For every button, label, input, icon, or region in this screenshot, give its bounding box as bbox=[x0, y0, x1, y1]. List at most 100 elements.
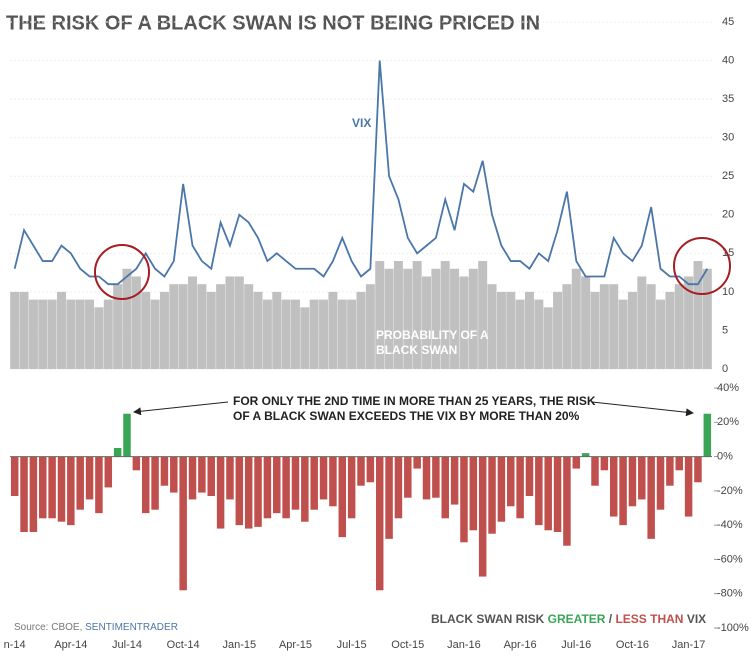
prob-bar bbox=[637, 276, 647, 369]
diff-bar bbox=[95, 456, 103, 514]
prob-bar bbox=[169, 284, 179, 369]
prob-bar bbox=[524, 291, 534, 369]
diff-bar bbox=[235, 456, 244, 526]
prob-bar bbox=[403, 268, 413, 369]
diff-bar bbox=[656, 456, 665, 510]
series-label: PROBABILITY OF A BLACK SWAN bbox=[376, 328, 489, 357]
diff-bar bbox=[57, 456, 66, 522]
diff-bar bbox=[123, 413, 131, 457]
diff-bar bbox=[478, 456, 487, 577]
diff-bar bbox=[179, 456, 187, 591]
arrow bbox=[591, 401, 694, 417]
diff-bar bbox=[535, 456, 543, 526]
diff-bar bbox=[525, 456, 534, 496]
y2-tick-label: 0% bbox=[717, 450, 733, 462]
prob-bar bbox=[347, 299, 357, 369]
prob-bar bbox=[581, 276, 591, 369]
prob-bar bbox=[478, 261, 488, 369]
prob-bar bbox=[188, 276, 198, 369]
prob-bar bbox=[684, 276, 694, 369]
prob-bar bbox=[319, 299, 329, 369]
diff-bar bbox=[694, 456, 702, 483]
vix-line bbox=[13, 60, 709, 286]
prob-bar bbox=[384, 268, 394, 369]
legend-text: VIX bbox=[683, 612, 706, 626]
diff-bar bbox=[48, 456, 56, 519]
x-tick-label: Jan-17 bbox=[672, 639, 706, 651]
diff-bar bbox=[572, 456, 581, 469]
diff-bar bbox=[413, 456, 421, 469]
x-tick-label: Apr-15 bbox=[279, 639, 312, 651]
diff-bar bbox=[338, 456, 347, 538]
diff-bar bbox=[628, 456, 637, 507]
diff-bar bbox=[310, 456, 318, 510]
diff-bar bbox=[10, 456, 19, 496]
prob-bar bbox=[665, 291, 675, 369]
diff-bar bbox=[460, 456, 468, 543]
prob-bar bbox=[543, 307, 553, 369]
prob-bar bbox=[103, 299, 113, 369]
prob-bar bbox=[506, 291, 516, 369]
x-tick-label: Oct-16 bbox=[616, 639, 649, 651]
y-tick-label: 20 bbox=[722, 209, 734, 221]
diff-bar bbox=[422, 456, 431, 500]
diff-bar bbox=[675, 456, 683, 471]
diff-bar bbox=[544, 456, 552, 531]
prob-bar bbox=[75, 299, 85, 369]
y-tick-label: 10 bbox=[722, 286, 734, 298]
diff-bar bbox=[375, 456, 384, 591]
prob-bar bbox=[225, 276, 235, 369]
prob-bar bbox=[19, 291, 29, 369]
highlight-circle bbox=[94, 244, 150, 300]
prob-bar bbox=[356, 291, 366, 369]
x-tick-label: Jan-16 bbox=[447, 639, 481, 651]
prob-bar bbox=[328, 291, 338, 369]
legend-text: / bbox=[605, 612, 615, 626]
diff-bar bbox=[319, 456, 328, 500]
x-tick-label: Jan-15 bbox=[222, 639, 256, 651]
diff-bar bbox=[273, 456, 281, 514]
highlight-circle bbox=[673, 237, 731, 295]
prob-bar bbox=[290, 299, 300, 369]
x-tick-label: n-14 bbox=[4, 639, 26, 651]
prob-bar bbox=[178, 284, 188, 369]
diff-bar bbox=[291, 456, 300, 510]
diff-bar bbox=[441, 456, 449, 519]
prob-bar bbox=[159, 291, 169, 369]
prob-bar bbox=[496, 291, 506, 369]
prob-bar bbox=[122, 268, 132, 369]
source-prefix: Source: CBOE, bbox=[14, 622, 85, 633]
diff-bar bbox=[85, 456, 94, 500]
diff-bar bbox=[329, 456, 337, 507]
prob-bar bbox=[450, 268, 460, 369]
diff-bar bbox=[76, 456, 84, 510]
diff-bar bbox=[263, 456, 272, 519]
legend-less: LESS THAN bbox=[615, 612, 683, 626]
prob-bar bbox=[656, 299, 666, 369]
diff-bar bbox=[198, 456, 206, 493]
prob-bar bbox=[562, 284, 572, 369]
diff-bar bbox=[301, 456, 309, 522]
diff-bar bbox=[282, 456, 290, 519]
prob-bar bbox=[375, 261, 385, 369]
prob-bar bbox=[459, 276, 469, 369]
prob-bar bbox=[571, 268, 581, 369]
prob-bar bbox=[253, 291, 263, 369]
diff-bar bbox=[516, 456, 524, 519]
prob-bar bbox=[646, 284, 656, 369]
y-tick-label: 25 bbox=[722, 170, 734, 182]
diff-bar bbox=[244, 456, 253, 529]
prob-bar bbox=[515, 299, 525, 369]
prob-bar bbox=[300, 307, 310, 369]
prob-bar bbox=[412, 261, 422, 369]
arrow bbox=[133, 401, 229, 416]
annotation: FOR ONLY THE 2ND TIME IN MORE THAN 25 YE… bbox=[233, 394, 596, 423]
prob-bar bbox=[468, 268, 478, 369]
diff-bar bbox=[591, 456, 599, 486]
legend-greater: GREATER bbox=[548, 612, 606, 626]
prob-bar bbox=[10, 291, 20, 369]
prob-bar bbox=[590, 291, 600, 369]
prob-bar bbox=[487, 284, 497, 369]
